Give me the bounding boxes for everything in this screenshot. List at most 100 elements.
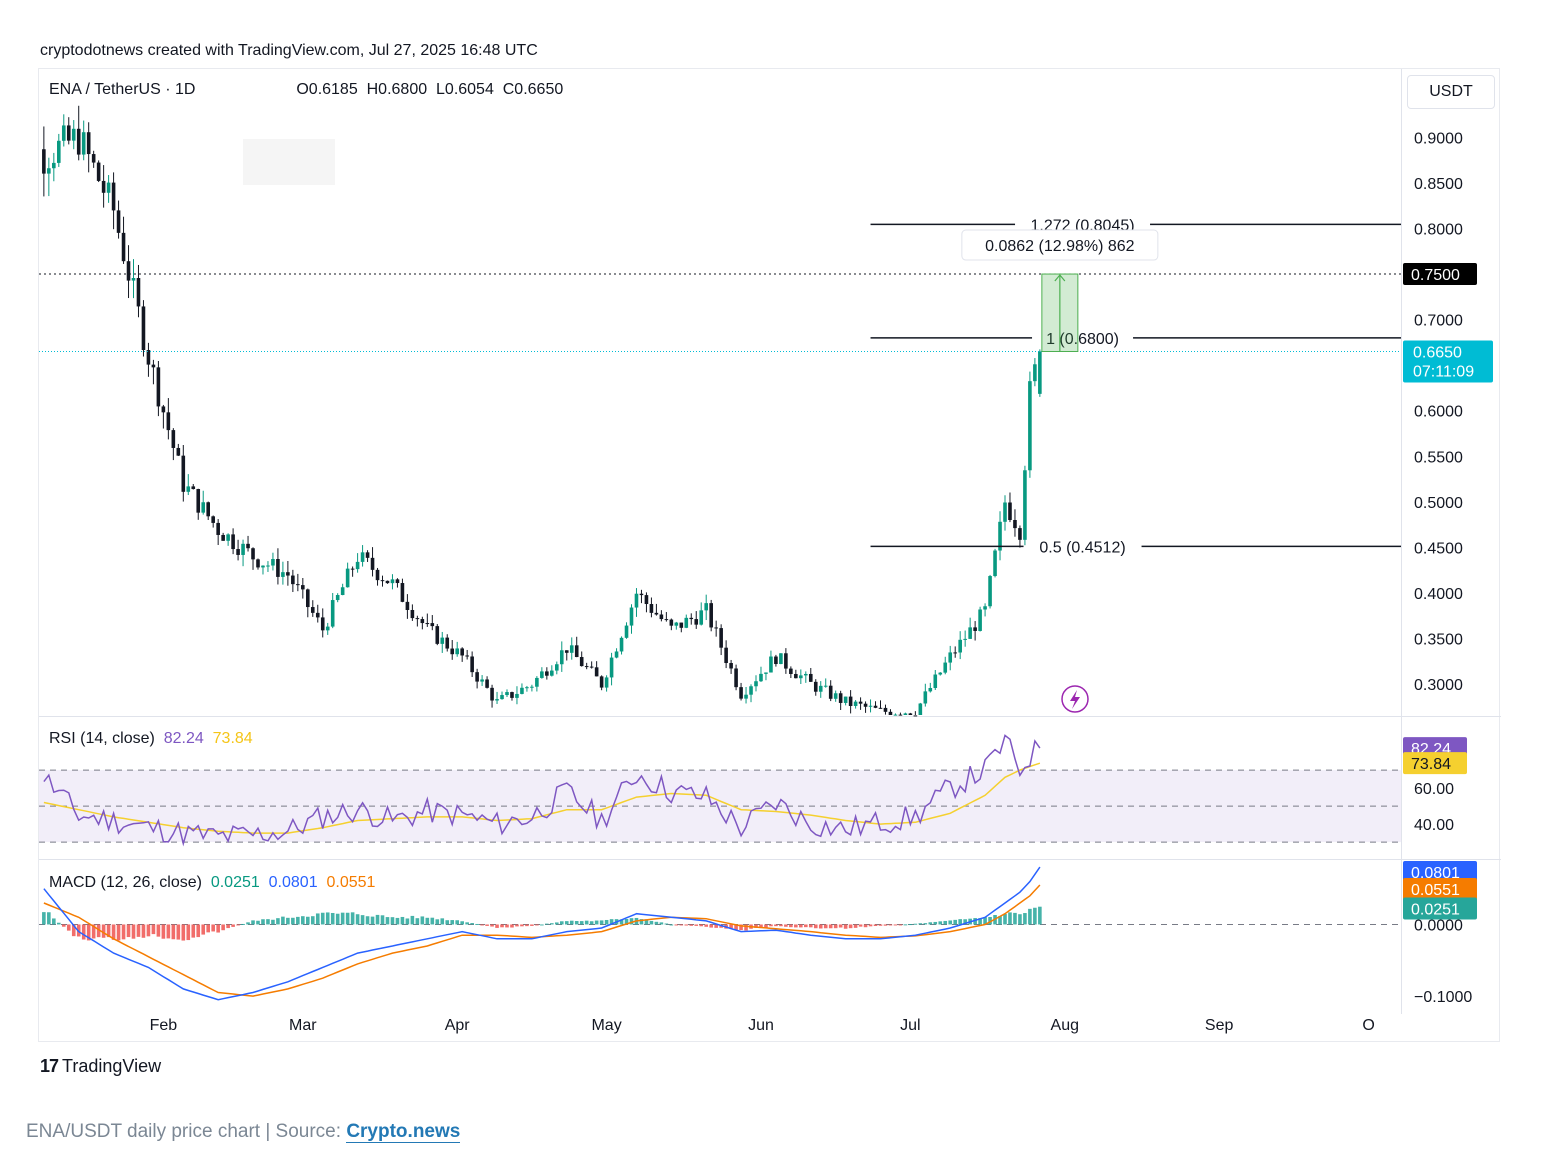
macd-histogram-bar (654, 921, 659, 925)
macd-histogram-bar (619, 919, 624, 925)
macd-histogram-bar (689, 924, 694, 926)
macd-histogram-bar (131, 924, 136, 939)
candle-body (136, 278, 141, 307)
macd-histogram-bar (206, 924, 210, 933)
macd-histogram-bar (604, 919, 609, 925)
macd-histogram-bar (704, 924, 708, 927)
candle-body (540, 671, 544, 678)
macd-value-label-bg (1403, 877, 1477, 900)
candle-body (91, 154, 96, 163)
candle-body (131, 278, 136, 281)
candle-body (495, 699, 499, 701)
candle-body (878, 707, 883, 709)
macd-histogram-bar (495, 924, 499, 928)
rsi-ma-label-bg (1403, 752, 1467, 775)
macd-histogram-bar (559, 921, 564, 925)
price-tick-label: 0.5000 (1414, 495, 1463, 512)
macd-histogram-bar (156, 924, 161, 937)
ohlc-low: L0.6054 (436, 81, 494, 98)
rsi-title: RSI (14, close) (49, 730, 155, 747)
macd-histogram-bar (286, 917, 290, 925)
tradingview-logo[interactable]: 17 TradingView (40, 1056, 161, 1077)
candle-body (644, 595, 649, 605)
macd-histogram-bar (380, 915, 385, 925)
macd-tick-label: −0.1000 (1414, 989, 1472, 1006)
candle-body (649, 604, 654, 613)
candle-body (908, 713, 913, 715)
currency-button[interactable]: USDT (1407, 75, 1495, 109)
candle-body (818, 685, 823, 692)
macd-histogram-bar (490, 924, 494, 927)
candle-body (256, 559, 260, 568)
macd-histogram-bar (794, 924, 798, 928)
candle-body (231, 534, 235, 550)
candle-body (330, 600, 335, 627)
candle-body (799, 675, 803, 679)
macd-histogram-bar (644, 919, 649, 925)
caption-source-link[interactable]: Crypto.news (346, 1121, 461, 1143)
candle-body (555, 664, 559, 671)
candle-body (266, 565, 270, 567)
macd-histogram-bar (609, 919, 614, 925)
macd-histogram-bar (370, 916, 375, 925)
candle-body (679, 622, 684, 628)
candle-body (898, 714, 903, 716)
macd-histogram-bar (938, 921, 943, 925)
macd-histogram-bar (231, 924, 235, 927)
macd-histogram-bar (1013, 912, 1017, 925)
macd-histogram-bar (176, 924, 181, 940)
macd-histogram-bar (395, 917, 400, 925)
macd-histogram-bar (545, 923, 549, 925)
macd-histogram-bar (674, 924, 679, 926)
macd-histogram-bar (923, 923, 928, 925)
candle-body (181, 455, 186, 492)
candle-body (470, 656, 474, 673)
candle-body (42, 149, 46, 174)
candle-body (769, 656, 773, 673)
candle-body (510, 692, 514, 698)
macd-histogram-bar (485, 924, 489, 926)
macd-histogram-bar (833, 924, 838, 929)
candle-body (988, 576, 992, 607)
rsi-ma-label: 73.84 (1411, 756, 1451, 773)
macd-histogram-bar (988, 917, 992, 925)
candle-body (201, 502, 206, 513)
macd-histogram-bar (440, 918, 445, 925)
macd-legend[interactable]: MACD (12, 26, close) 0.0251 0.0801 0.055… (49, 874, 375, 892)
measure-arrowhead (1054, 274, 1066, 282)
candle-body (241, 543, 245, 555)
candle-body (968, 627, 972, 639)
macd-histogram-bar (420, 916, 425, 925)
candle-body (320, 617, 325, 631)
symbol-legend[interactable]: ENA / TetherUS · 1D O0.6185 H0.6800 L0.6… (49, 81, 563, 99)
candle-body (161, 406, 166, 413)
macd-value-label: 0.0551 (1411, 882, 1460, 899)
candle-body (545, 671, 549, 676)
macd-histogram-bar (599, 920, 604, 925)
macd-histogram-bar (853, 924, 858, 928)
measure-tooltip: 0.0862 (12.98%) 862 (985, 238, 1135, 255)
candle-body (435, 626, 440, 644)
macd-histogram-bar (141, 924, 146, 938)
candle-body (594, 667, 599, 677)
candle-body (998, 521, 1002, 551)
candle-body (674, 622, 679, 626)
macd-histogram-bar (181, 924, 186, 941)
rsi-tick-label: 40.00 (1414, 817, 1454, 834)
macd-histogram-bar (878, 924, 883, 926)
candle-body (1038, 351, 1042, 394)
candle-body (784, 653, 788, 669)
candle-body (296, 584, 300, 586)
macd-histogram-bar (868, 924, 873, 927)
candle-body (883, 707, 888, 712)
macd-histogram-bar (42, 912, 46, 925)
rsi-legend[interactable]: RSI (14, close) 82.24 73.84 (49, 730, 253, 748)
price-tick-label: 0.4500 (1414, 540, 1463, 557)
chart-canvas[interactable]: 0.9000 0.8500 0.8000 0.7000 0.6000 0.5500 0.50… (39, 69, 1501, 1043)
candle-body (694, 619, 699, 625)
candle-body (1028, 381, 1032, 471)
macd-histogram-bar (799, 924, 803, 928)
macd-histogram-bar (1023, 913, 1027, 925)
candle-body (176, 447, 181, 456)
candle-body (455, 648, 459, 655)
